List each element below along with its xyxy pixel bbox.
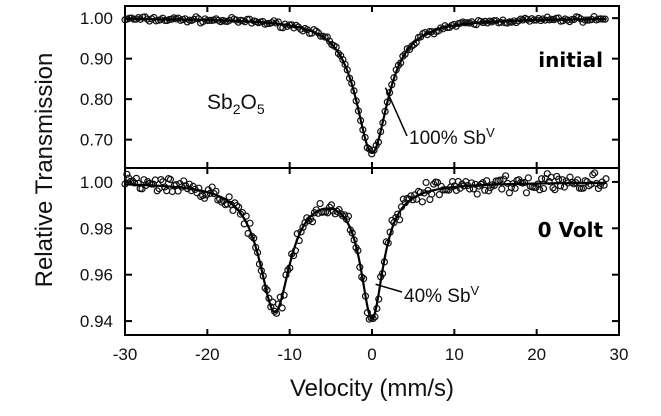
bottom-data-point bbox=[435, 191, 443, 199]
bottom-ytick-label: 0.96 bbox=[80, 266, 113, 285]
bottom-data-point bbox=[166, 175, 175, 184]
xtick-label: 0 bbox=[367, 345, 376, 364]
bottom-data-point bbox=[433, 178, 442, 187]
top-annotation-leader bbox=[384, 87, 408, 137]
bottom-annotation: 40% SbV bbox=[404, 283, 480, 307]
bottom-data-point bbox=[456, 184, 464, 192]
bottom-data-point bbox=[299, 223, 307, 231]
bottom-data-point bbox=[502, 172, 510, 180]
bottom-data-point bbox=[579, 184, 587, 192]
top-data-point bbox=[174, 14, 182, 22]
bottom-data-point bbox=[520, 178, 529, 187]
top-ytick-label: 1.00 bbox=[80, 9, 113, 28]
bottom-data-point bbox=[481, 186, 489, 194]
bottom-data-point bbox=[422, 178, 430, 187]
bottom-data-point bbox=[536, 186, 544, 194]
bottom-data-point bbox=[589, 171, 597, 179]
bottom-data-point bbox=[539, 184, 548, 193]
xtick-label: 30 bbox=[610, 345, 629, 364]
xtick-label: -20 bbox=[195, 345, 220, 364]
top-data-point bbox=[334, 49, 343, 58]
bottom-data-point bbox=[543, 170, 551, 178]
top-ytick-label: 0.90 bbox=[80, 50, 113, 69]
top-data-point bbox=[145, 17, 154, 25]
bottom-data-point bbox=[430, 180, 438, 188]
bottom-data-point bbox=[498, 185, 506, 193]
top-data-point bbox=[368, 150, 376, 158]
condition-label-0-volt: 0 Volt bbox=[538, 218, 604, 242]
top-fit-line bbox=[125, 17, 607, 155]
xtick-label: -10 bbox=[277, 345, 302, 364]
bottom-data-point bbox=[344, 212, 353, 220]
bottom-data-point bbox=[185, 180, 193, 188]
bottom-data-point bbox=[316, 199, 324, 208]
sample-label: Sb2O5 bbox=[207, 91, 265, 117]
bottom-data-points bbox=[121, 169, 610, 323]
bottom-data-point bbox=[229, 206, 237, 215]
top-ytick-label: 0.70 bbox=[80, 131, 113, 150]
bottom-data-point bbox=[337, 210, 345, 218]
bottom-data-point bbox=[473, 190, 481, 198]
bottom-fit-line bbox=[124, 181, 607, 321]
top-annotation: 100% SbV bbox=[409, 125, 495, 149]
xtick-label: 20 bbox=[527, 345, 546, 364]
bottom-annotation-leader bbox=[375, 283, 403, 293]
bottom-data-point bbox=[522, 189, 531, 197]
bottom-panel-frame bbox=[124, 167, 620, 336]
bottom-data-point bbox=[333, 207, 341, 215]
top-data-point bbox=[248, 19, 256, 27]
top-data-point bbox=[534, 14, 543, 23]
top-panel-frame bbox=[124, 5, 620, 169]
bottom-data-point bbox=[123, 170, 131, 178]
condition-label-initial: initial bbox=[538, 48, 603, 72]
bottom-data-point bbox=[549, 184, 557, 192]
bottom-data-point bbox=[524, 174, 532, 182]
bottom-data-point bbox=[168, 187, 176, 196]
bottom-data-point bbox=[418, 198, 426, 206]
bottom-data-point bbox=[538, 175, 546, 183]
bottom-data-point bbox=[208, 183, 216, 191]
xtick-label: -30 bbox=[113, 345, 138, 364]
top-ytick-label: 0.80 bbox=[80, 90, 113, 109]
bottom-data-point bbox=[149, 180, 158, 188]
bottom-data-point bbox=[157, 175, 165, 184]
y-axis-label: Relative Transmission bbox=[31, 53, 58, 288]
axis-ticks bbox=[124, 6, 620, 335]
bottom-data-point bbox=[130, 179, 139, 187]
bottom-data-point bbox=[511, 184, 519, 192]
bottom-data-point bbox=[558, 176, 567, 184]
xtick-label: 10 bbox=[445, 345, 464, 364]
bottom-data-point bbox=[483, 177, 491, 185]
bottom-data-point bbox=[591, 169, 599, 177]
bottom-data-point bbox=[153, 187, 161, 195]
bottom-data-point bbox=[496, 176, 504, 184]
x-axis-label: Velocity (mm/s) bbox=[290, 375, 454, 402]
bottom-data-point bbox=[602, 175, 610, 183]
bottom-ytick-label: 1.00 bbox=[80, 173, 113, 192]
bottom-data-point bbox=[551, 186, 559, 194]
bottom-ytick-label: 0.98 bbox=[80, 219, 113, 238]
bottom-data-point bbox=[225, 193, 233, 201]
bottom-ytick-label: 0.94 bbox=[80, 312, 113, 331]
bottom-data-point bbox=[308, 218, 317, 226]
